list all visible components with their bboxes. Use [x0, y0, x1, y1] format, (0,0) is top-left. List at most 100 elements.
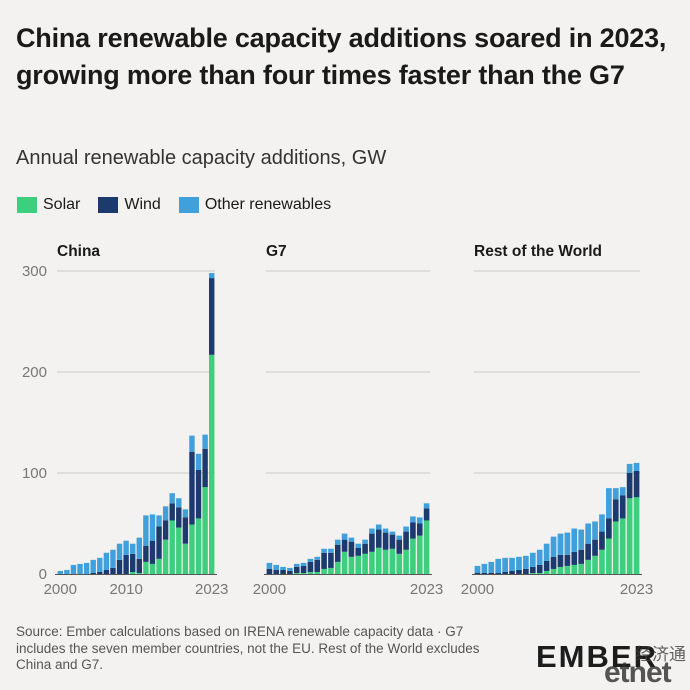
bar-wind	[334, 544, 341, 562]
bar-solar	[416, 535, 423, 574]
bar-other	[606, 488, 612, 519]
bar-other	[293, 563, 300, 567]
bar-wind	[287, 570, 293, 574]
bar-other	[474, 565, 481, 573]
bar-other	[321, 548, 327, 553]
x-tick-label: 2023	[620, 581, 653, 598]
bar-wind	[97, 571, 103, 574]
bar-other	[209, 273, 215, 279]
bar-other	[626, 463, 633, 473]
legend-label-solar: Solar	[43, 196, 81, 213]
bar-other	[156, 515, 162, 527]
legend-swatch-other	[178, 197, 199, 213]
bar-other	[314, 556, 321, 560]
bar-other	[550, 536, 557, 557]
x-tick-label: 2023	[410, 581, 443, 598]
bar-wind	[619, 495, 626, 519]
bar-solar	[585, 559, 591, 574]
bar-wind	[410, 522, 416, 539]
bar-solar	[293, 572, 300, 574]
bar-other	[189, 435, 195, 452]
y-tick-label: 200	[22, 364, 47, 381]
bar-other	[130, 543, 136, 554]
bar-wind	[195, 469, 202, 519]
bar-other	[123, 540, 129, 555]
bar-solar	[396, 553, 403, 574]
bar-other	[509, 557, 515, 571]
bar-solar	[423, 520, 430, 574]
bar-solar	[536, 572, 543, 574]
bar-wind	[314, 559, 321, 572]
legend-item-other: Other renewables	[178, 196, 331, 214]
bar-other	[287, 567, 293, 571]
bar-wind	[355, 547, 362, 556]
bar-other	[410, 516, 416, 523]
bar-solar	[202, 487, 208, 574]
bar-solar	[300, 572, 307, 574]
bar-solar	[410, 538, 416, 574]
bar-other	[103, 552, 110, 570]
bar-other	[543, 543, 550, 561]
bar-other	[571, 528, 578, 552]
bar-other	[307, 558, 314, 562]
bar-solar	[578, 563, 585, 574]
x-tick-label: 2000	[461, 581, 494, 598]
bar-other	[195, 453, 202, 470]
bar-solar	[169, 520, 175, 574]
y-tick-label: 300	[22, 263, 47, 280]
x-tick-label: 2000	[253, 581, 286, 598]
bar-wind	[564, 554, 571, 566]
bar-other	[149, 514, 156, 541]
bar-other	[612, 488, 619, 500]
bar-other	[70, 564, 77, 574]
bar-solar	[130, 571, 136, 574]
bar-wind	[130, 553, 136, 572]
bar-solar	[403, 549, 409, 574]
bar-other	[328, 548, 334, 553]
bar-other	[110, 549, 116, 568]
bar-other	[403, 526, 409, 532]
bar-wind	[481, 572, 488, 574]
bar-other	[481, 563, 488, 573]
bar-other	[502, 557, 508, 572]
bar-solar	[162, 539, 169, 574]
bar-other	[557, 533, 564, 555]
bar-wind	[509, 570, 515, 574]
bar-wind	[149, 540, 156, 564]
bar-wind	[536, 564, 543, 573]
bar-other	[416, 517, 423, 524]
bar-solar	[543, 570, 550, 574]
bar-other	[375, 524, 382, 530]
bar-other	[334, 539, 341, 545]
bar-other	[116, 543, 123, 560]
bar-wind	[633, 470, 640, 498]
bar-solar	[564, 565, 571, 574]
bar-wind	[578, 549, 585, 564]
bar-other	[564, 532, 571, 555]
bar-solar	[389, 548, 396, 574]
bar-wind	[516, 569, 522, 574]
bar-wind	[328, 552, 334, 568]
bar-other	[162, 506, 169, 521]
source-note: Source: Ember calculations based on IREN…	[16, 624, 480, 672]
bar-solar	[341, 551, 348, 574]
etnet-watermark: 经济通 etnet	[604, 638, 688, 690]
bar-wind	[307, 561, 314, 572]
bar-other	[423, 503, 430, 509]
bar-wind	[523, 568, 529, 574]
bar-wind	[273, 569, 280, 574]
bar-wind	[612, 499, 619, 522]
bar-solar	[136, 572, 142, 574]
bar-solar	[382, 549, 389, 574]
bar-wind	[495, 572, 502, 574]
panel-title: Rest of the World	[474, 243, 602, 260]
x-tick-label: 2000	[44, 581, 77, 598]
bar-other	[495, 558, 502, 573]
bar-wind	[136, 558, 142, 573]
bar-solar	[334, 561, 341, 574]
bar-wind	[389, 534, 396, 549]
bar-other	[529, 552, 536, 567]
bar-solar	[550, 568, 557, 574]
bar-wind	[280, 569, 286, 574]
bar-other	[273, 564, 280, 570]
